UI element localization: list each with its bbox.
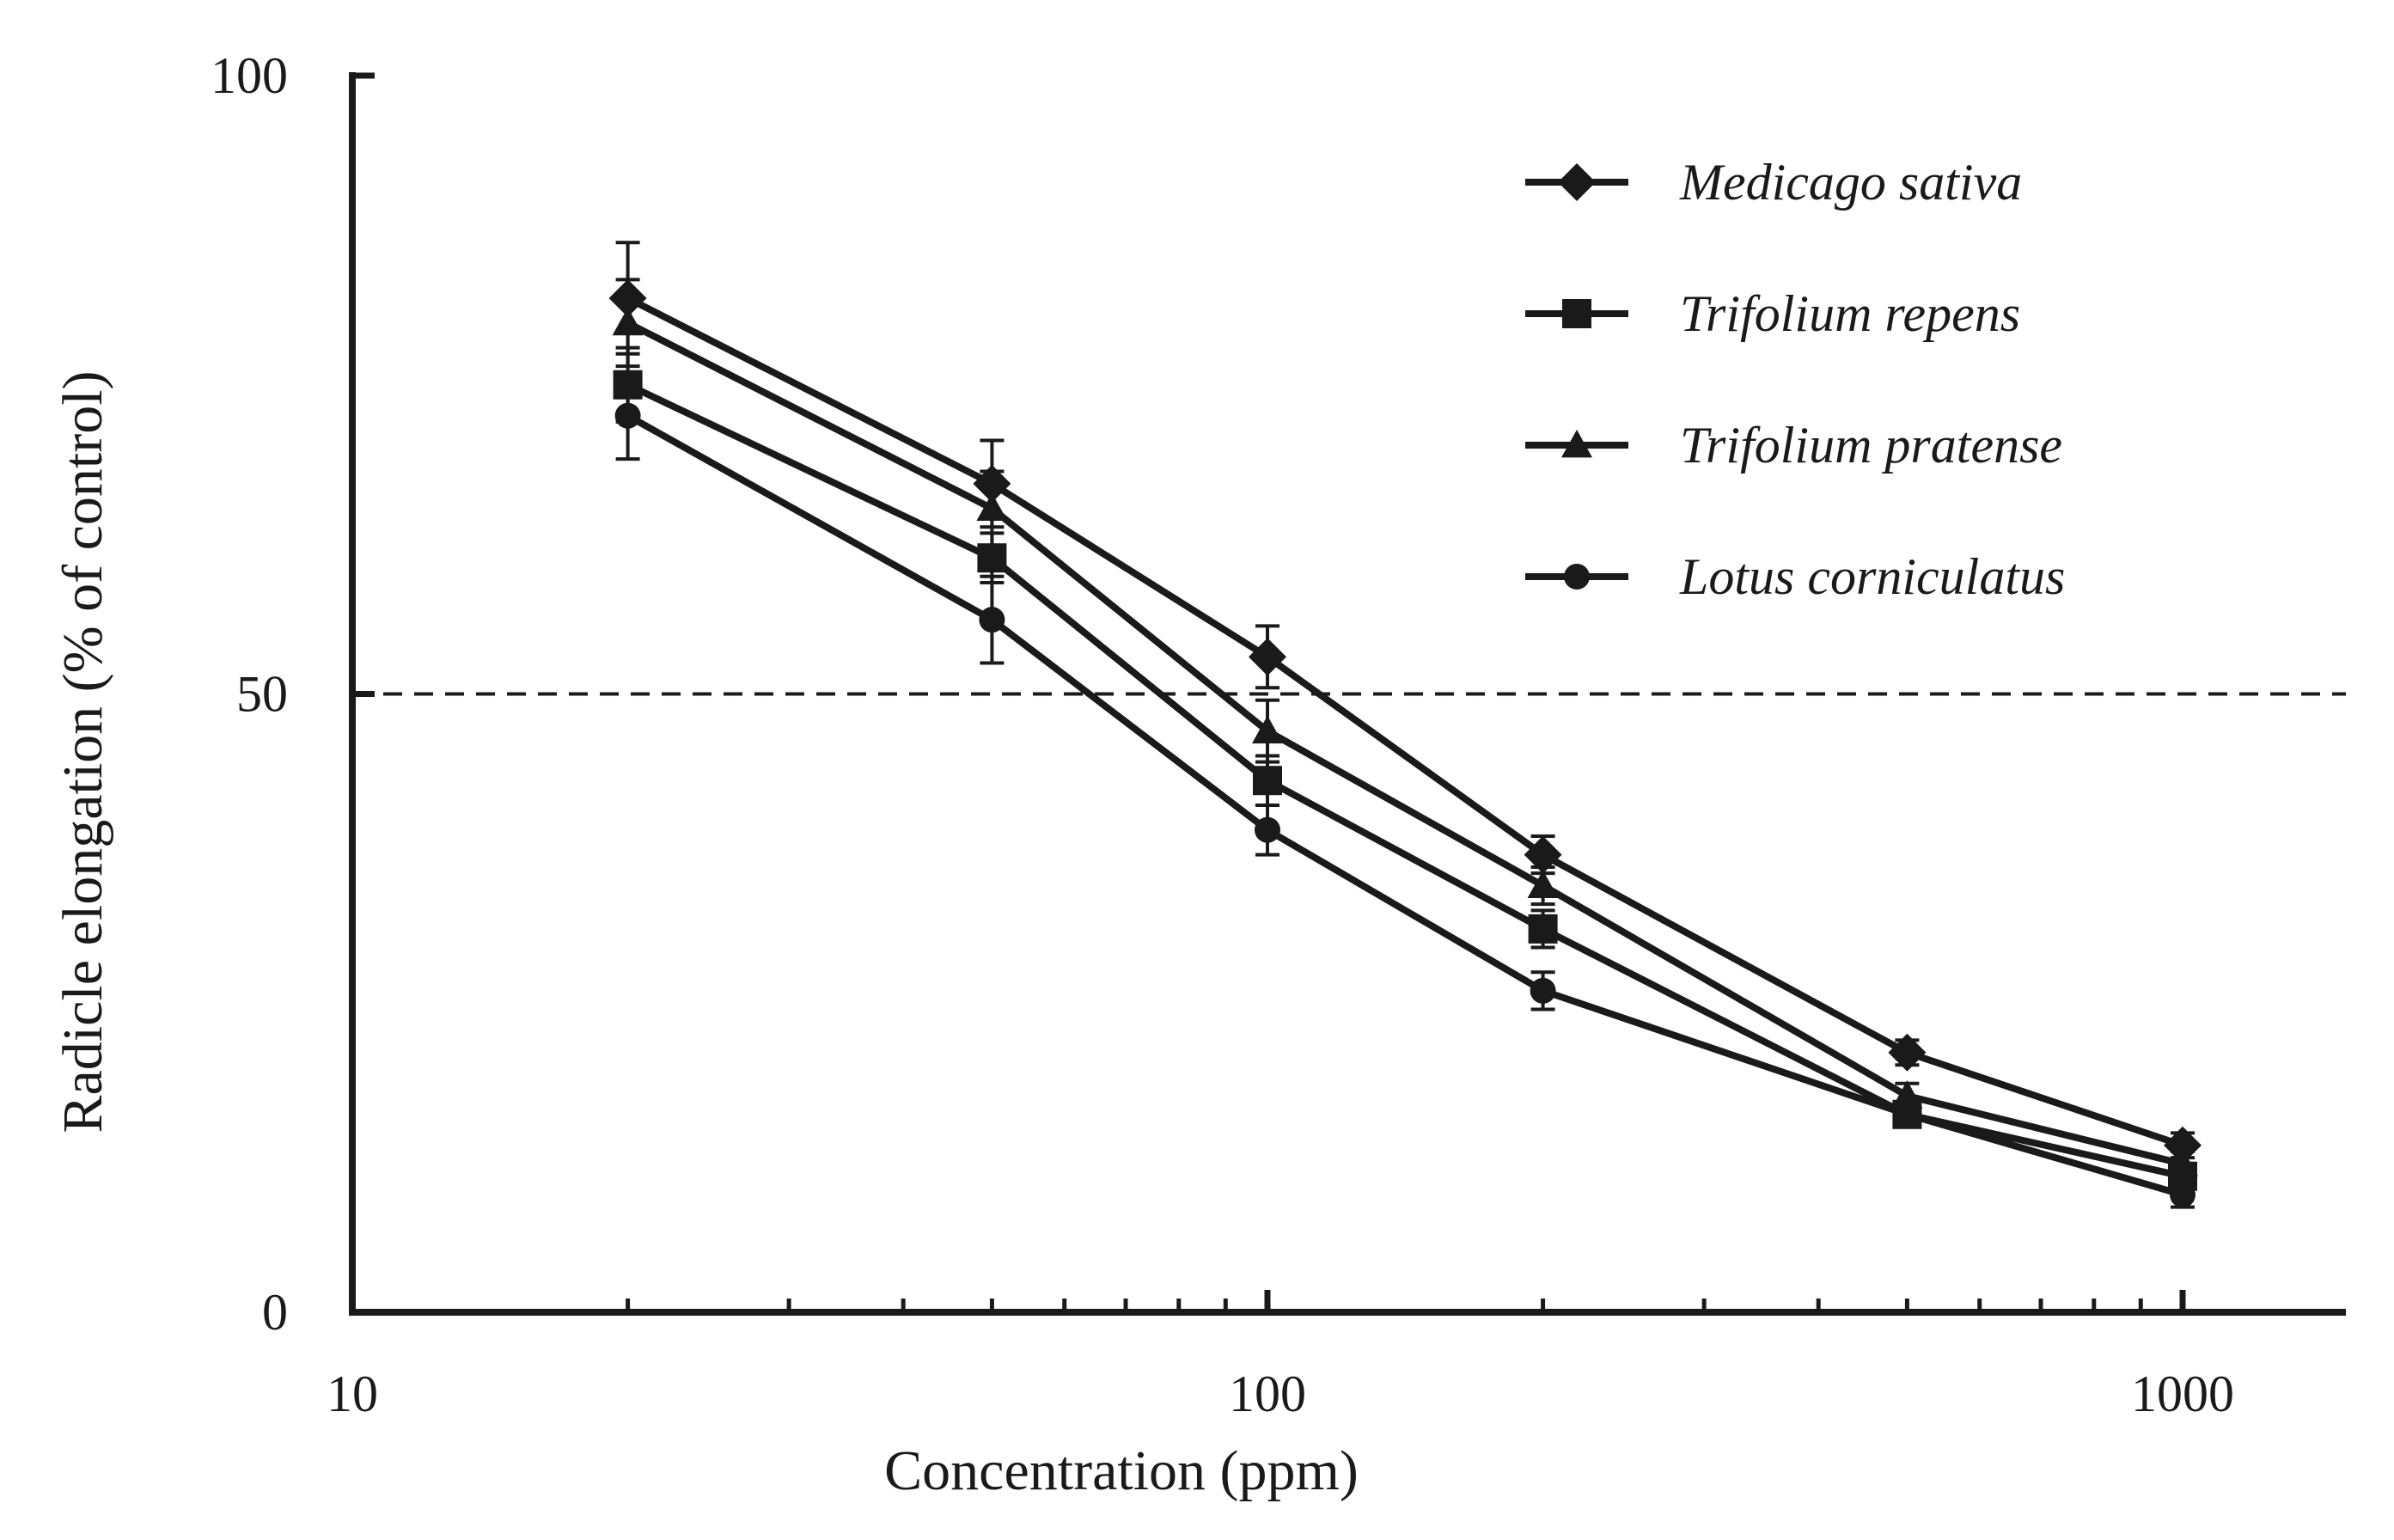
y-tick-label-50: 50 bbox=[236, 666, 288, 723]
series-trifolium-pratense bbox=[612, 278, 2198, 1178]
data-point bbox=[977, 543, 1007, 573]
x-tick-label-10: 10 bbox=[327, 1366, 378, 1422]
data-point bbox=[1253, 766, 1282, 796]
legend-label: Lotus corniculatus bbox=[1679, 548, 2065, 605]
data-point bbox=[2164, 1126, 2202, 1164]
data-point bbox=[976, 492, 1008, 522]
data-point bbox=[979, 607, 1005, 633]
legend-marker bbox=[1564, 564, 1590, 590]
y-axis-title: Radicle elongation (% of control) bbox=[52, 370, 114, 1133]
legend-item-trifolium-repens: Trifolium repens bbox=[1525, 285, 2020, 342]
legend-label: Trifolium repens bbox=[1680, 285, 2020, 342]
legend-marker bbox=[1558, 163, 1596, 201]
series-line bbox=[626, 382, 2183, 1180]
x-axis-title: Concentration (ppm) bbox=[884, 1439, 1359, 1502]
series-medicago-sativa bbox=[608, 241, 2202, 1164]
series-line bbox=[626, 295, 2184, 1149]
data-point bbox=[612, 307, 644, 336]
y-tick-label-0: 0 bbox=[262, 1284, 288, 1341]
legend-item-medicago-sativa: Medicago sativa bbox=[1525, 154, 2022, 211]
series-line bbox=[626, 320, 2183, 1168]
axes: 0 50 100 10 100 1000 bbox=[211, 47, 2346, 1422]
data-point bbox=[1894, 1101, 1921, 1128]
data-point bbox=[1530, 977, 1556, 1004]
series-layer bbox=[608, 241, 2202, 1209]
x-tick-label-100: 100 bbox=[1229, 1366, 1306, 1422]
data-point bbox=[1527, 870, 1559, 898]
legend-item-lotus-corniculatus: Lotus corniculatus bbox=[1525, 548, 2065, 605]
data-point bbox=[1524, 835, 1562, 874]
legend: Medicago sativa Trifolium repens Trifolium… bbox=[1525, 154, 2065, 605]
legend-label: Trifolium pratense bbox=[1680, 417, 2062, 474]
data-point bbox=[1255, 816, 1280, 843]
series-line bbox=[626, 412, 2184, 1199]
legend-marker bbox=[1561, 430, 1592, 458]
data-point bbox=[1528, 914, 1558, 944]
data-point bbox=[1252, 715, 1283, 744]
data-point bbox=[2170, 1182, 2196, 1208]
legend-item-trifolium-pratense: Trifolium pratense bbox=[1525, 417, 2062, 474]
x-tick-label-1000: 1000 bbox=[2131, 1366, 2234, 1422]
legend-label: Medicago sativa bbox=[1679, 154, 2022, 211]
y-tick-label-100: 100 bbox=[211, 47, 288, 104]
series-trifolium-repens bbox=[613, 345, 2197, 1191]
legend-marker bbox=[1562, 299, 1591, 328]
data-point bbox=[614, 402, 641, 429]
data-point bbox=[1888, 1033, 1927, 1072]
data-point bbox=[1249, 638, 1286, 676]
series-lotus-corniculatus bbox=[614, 370, 2196, 1209]
data-point bbox=[2167, 1148, 2198, 1176]
